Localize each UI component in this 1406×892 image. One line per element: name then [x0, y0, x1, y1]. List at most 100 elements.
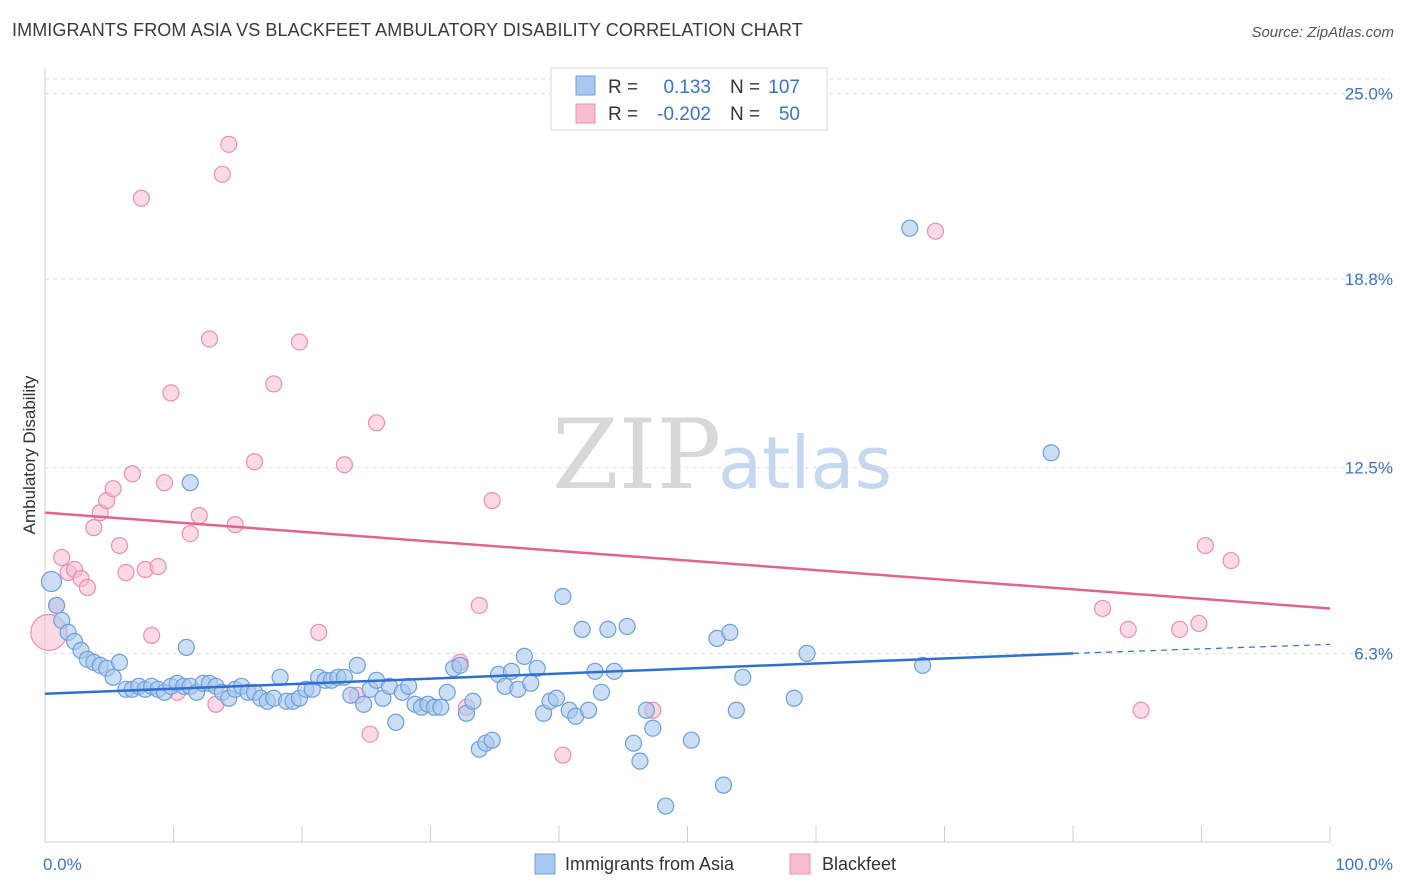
asia-point	[387, 713, 405, 731]
asia-point	[657, 797, 675, 815]
blackfeet-point	[220, 135, 238, 153]
blackfeet-point	[367, 414, 386, 432]
asia-point	[624, 734, 643, 752]
legend: R = 0.133 N = 107 R = -0.202 N = 50	[550, 67, 828, 131]
blackfeet-point	[85, 519, 103, 537]
blackfeet-point	[213, 165, 231, 183]
asia-point	[515, 647, 533, 665]
blackfeet-point	[483, 492, 501, 510]
bottom-legend-swatch-blackfeet	[789, 853, 811, 875]
bottom-legend-swatch-asia	[534, 853, 556, 875]
blackfeet-point	[1190, 614, 1208, 633]
blackfeet-point	[290, 333, 309, 351]
blackfeet-point	[245, 453, 264, 471]
legend-r-label-blackfeet: R =	[608, 104, 638, 125]
asia-point	[40, 570, 63, 593]
blackfeet-point	[117, 563, 135, 582]
y-tick-label-3: 25.0%	[1345, 84, 1393, 103]
blackfeet-point	[335, 456, 354, 474]
blackfeet-point	[143, 626, 161, 645]
y-axis-label: Ambulatory Disability	[20, 375, 39, 534]
x-tick-labels: 0.0% 100.0%	[43, 855, 1393, 874]
legend-swatch-asia	[575, 75, 596, 96]
legend-r-value-blackfeet: -0.202	[657, 104, 711, 125]
source-label: Source: ZipAtlas.com	[1251, 24, 1394, 41]
blackfeet-point	[265, 375, 283, 393]
asia-point	[464, 692, 482, 710]
asia-point	[637, 701, 655, 719]
asia-point	[522, 674, 540, 692]
x-tick-label-1: 100.0%	[1335, 855, 1393, 874]
blackfeet-point	[1196, 536, 1214, 555]
asia-point	[714, 776, 733, 794]
blackfeet-point	[1119, 620, 1137, 639]
watermark-atlas: atlas	[718, 421, 892, 505]
y-tick-label-0: 6.3%	[1354, 644, 1393, 663]
bottom-legend: Immigrants from Asia Blackfeet	[534, 853, 896, 875]
asia-point	[271, 668, 289, 686]
blackfeet-point	[53, 548, 71, 567]
legend-r-value-asia: 0.133	[663, 77, 711, 98]
blackfeet-point	[181, 524, 199, 543]
blackfeet-point	[123, 465, 141, 483]
blackfeet-point	[200, 330, 219, 348]
asia-point	[1042, 444, 1060, 462]
legend-n-value-blackfeet: 50	[779, 104, 800, 125]
asia-trend-extension	[1072, 643, 1331, 654]
blackfeet-point	[554, 746, 572, 764]
asia-point	[502, 662, 521, 680]
legend-n-label-asia: N =	[730, 77, 760, 98]
asia-point	[181, 474, 199, 492]
legend-swatch-blackfeet	[575, 103, 596, 124]
blackfeet-point	[926, 222, 945, 240]
y-tick-labels: 6.3% 12.5% 18.8% 25.0%	[1345, 84, 1393, 663]
legend-r-label-asia: R =	[608, 77, 638, 98]
blackfeet-point	[470, 596, 488, 615]
blackfeet-point	[104, 480, 122, 498]
asia-point	[592, 683, 611, 701]
legend-n-label-blackfeet: N =	[730, 104, 760, 125]
asia-point	[438, 683, 456, 701]
blackfeet-point	[162, 384, 180, 402]
blackfeet-point	[110, 536, 129, 555]
asia-point	[785, 689, 803, 707]
blackfeet-point	[226, 516, 244, 534]
asia-point	[631, 752, 649, 770]
asia-point	[734, 668, 752, 686]
asia-point	[798, 644, 816, 662]
blackfeet-point	[155, 474, 174, 492]
asia-point	[682, 731, 700, 749]
asia-point	[104, 668, 122, 686]
blackfeet-point	[132, 189, 150, 207]
asia-point	[451, 656, 469, 674]
blackfeet-point	[190, 507, 208, 525]
watermark: ZIP atlas	[552, 399, 892, 511]
gridlines	[45, 78, 1390, 654]
asia-point	[110, 653, 129, 671]
y-tick-label-1: 12.5%	[1345, 459, 1393, 478]
bottom-legend-label-blackfeet: Blackfeet	[822, 854, 896, 874]
asia-point	[342, 686, 360, 704]
blackfeet-point	[1093, 599, 1112, 618]
blackfeet-trend-line	[44, 511, 1331, 610]
bottom-legend-label-asia: Immigrants from Asia	[565, 854, 735, 874]
asia-point	[579, 701, 598, 719]
asia-point	[599, 620, 617, 639]
x-tick-label-0: 0.0%	[43, 855, 82, 874]
y-tick-label-2: 18.8%	[1345, 270, 1393, 289]
blackfeet-point	[78, 578, 97, 597]
asia-point	[727, 701, 745, 719]
asia-point	[432, 698, 450, 716]
asia-point	[901, 219, 919, 237]
asia-point	[348, 656, 366, 674]
blackfeet-point	[1222, 551, 1240, 570]
asia-point	[483, 731, 501, 749]
asia-point	[177, 638, 195, 656]
blackfeet-point	[1132, 701, 1150, 719]
blackfeet-point	[310, 623, 328, 642]
asia-point	[554, 587, 572, 606]
chart-title: IMMIGRANTS FROM ASIA VS BLACKFEET AMBULA…	[12, 20, 803, 40]
asia-point	[547, 689, 566, 707]
asia-point	[721, 623, 739, 642]
